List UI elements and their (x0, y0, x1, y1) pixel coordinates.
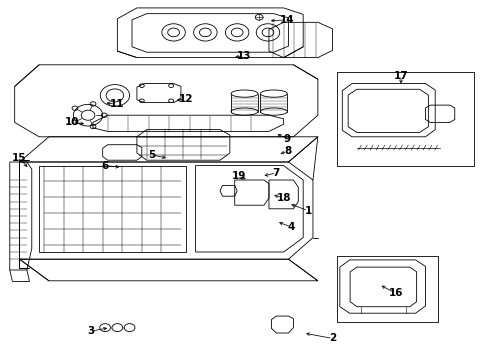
Text: 8: 8 (284, 146, 290, 156)
Text: 7: 7 (272, 168, 280, 178)
Text: 11: 11 (110, 99, 124, 109)
Text: 18: 18 (276, 193, 290, 203)
Text: 14: 14 (280, 15, 294, 25)
Text: 6: 6 (102, 161, 108, 171)
Text: 13: 13 (237, 51, 251, 61)
Text: 12: 12 (178, 94, 193, 104)
Text: 4: 4 (286, 222, 294, 232)
Text: 3: 3 (87, 326, 94, 336)
Text: 16: 16 (388, 288, 403, 298)
Text: 15: 15 (12, 153, 27, 163)
Text: 19: 19 (231, 171, 245, 181)
Text: 9: 9 (284, 134, 290, 144)
Text: 2: 2 (328, 333, 335, 343)
Text: 10: 10 (65, 117, 80, 127)
Text: 5: 5 (148, 150, 155, 160)
Text: 1: 1 (304, 206, 311, 216)
Text: 17: 17 (393, 71, 407, 81)
